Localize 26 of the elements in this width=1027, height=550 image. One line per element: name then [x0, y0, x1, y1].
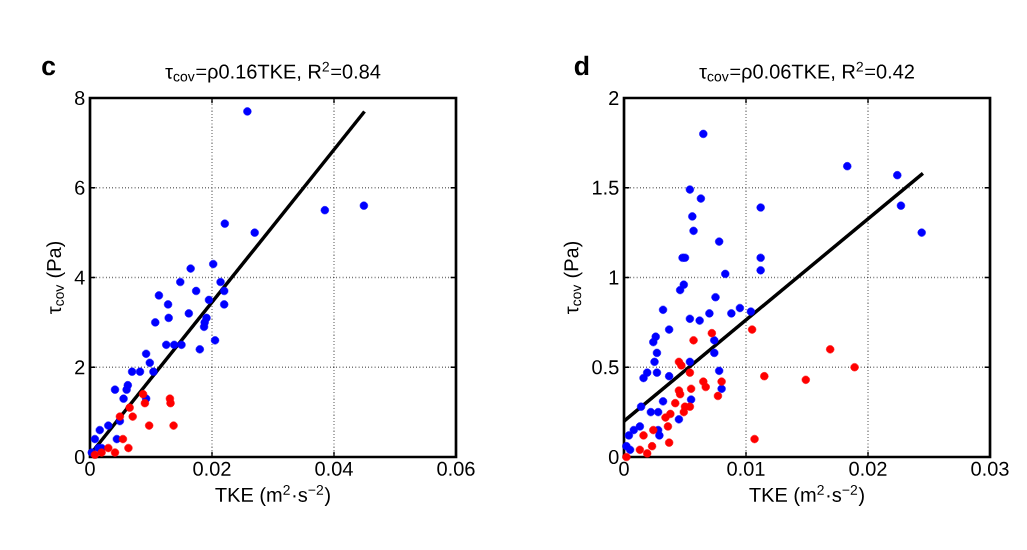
x-axis-title: TKE (m$^{2}$·s$^{−2}$)	[749, 485, 864, 506]
x-tick-label: 0.06	[437, 461, 475, 476]
y-axis-title: τ$_{cov}$ (Pa)	[563, 241, 583, 315]
y-tick-label: 8	[75, 90, 85, 106]
chart-title: τ$_{cov}$=ρ0.06TKE, R$^{2}$=0.42	[699, 61, 914, 83]
y-tick-label: 4	[74, 270, 85, 285]
y-tick-label: 1	[609, 270, 619, 285]
x-axis-title: TKE (m$^{2}$·s$^{−2}$)	[215, 485, 330, 506]
text: d	[574, 55, 589, 76]
y-tick-label: 0.5	[592, 360, 619, 375]
x-tick-label: 0.04	[315, 461, 353, 476]
y-tick-label: 2	[609, 91, 619, 105]
y-tick-label: 0	[608, 449, 619, 465]
x-tick-label: 0.02	[193, 461, 231, 476]
x-tick-label: 0	[619, 461, 629, 476]
y-axis-title: τ$_{cov}$ (Pa)	[46, 241, 66, 315]
y-tick-label: 6	[75, 180, 85, 195]
y-tick-label: 0	[74, 449, 85, 465]
y-tick-label: 2	[75, 360, 85, 375]
x-tick-label: 0.03	[971, 461, 1009, 476]
chart-title: τ$_{cov}$=ρ0.16TKE, R$^{2}$=0.84	[165, 61, 381, 83]
x-tick-label: 0.02	[849, 461, 887, 476]
x-tick-label: 0	[85, 461, 95, 476]
y-tick-label: 1.5	[593, 180, 619, 195]
text: c	[42, 60, 56, 76]
x-tick-label: 0.01	[727, 461, 765, 476]
